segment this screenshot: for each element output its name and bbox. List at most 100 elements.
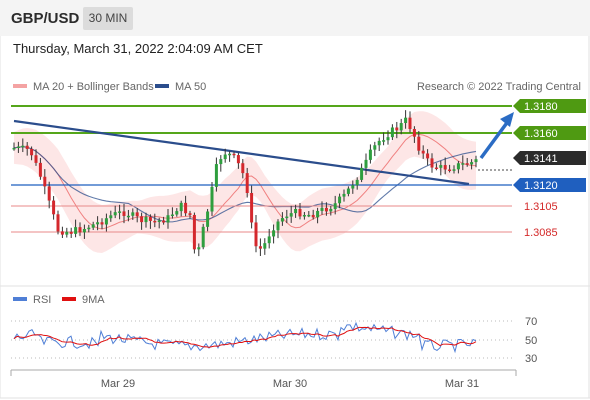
candle-body xyxy=(311,214,315,218)
candle-body xyxy=(368,149,372,160)
candle-body xyxy=(417,136,421,151)
candle-body xyxy=(148,216,152,221)
candle-body xyxy=(386,137,390,141)
candle-body xyxy=(109,215,113,219)
candle-body xyxy=(52,200,56,215)
candle-body xyxy=(87,227,91,230)
bollinger-legend-label: MA 20 + Bollinger Bands xyxy=(33,81,154,93)
rsi-ma-legend-label: 9MA xyxy=(82,294,105,306)
candle-body xyxy=(421,150,425,154)
candle-body xyxy=(448,169,452,172)
candle-body xyxy=(399,123,403,131)
x-axis-label-mar31: Mar 31 xyxy=(445,378,479,390)
candle-body xyxy=(140,216,144,223)
candle-body xyxy=(74,227,78,234)
candle-body xyxy=(373,145,377,150)
forecast-arrow-head xyxy=(500,112,514,127)
candle-body xyxy=(289,213,293,217)
rsi-axis-30: 30 xyxy=(525,353,537,365)
candle-body xyxy=(43,176,47,187)
candle-body xyxy=(232,153,236,156)
candle-body xyxy=(280,218,284,222)
candle-body xyxy=(272,230,276,237)
candle-body xyxy=(294,208,298,214)
bollinger-band-area xyxy=(14,111,476,253)
candle-body xyxy=(434,167,438,170)
bollinger-bands xyxy=(13,111,477,253)
candle-body xyxy=(338,196,342,204)
rsi-line xyxy=(13,321,477,354)
price-tag-support: 1.3120 xyxy=(513,178,586,192)
candle-body xyxy=(126,215,130,218)
ma50-line xyxy=(13,146,477,223)
candle-body xyxy=(113,212,117,216)
candle-body xyxy=(342,193,346,197)
candle-body xyxy=(135,212,139,217)
price-tag-1-label: 1.3180 xyxy=(524,101,558,113)
candle-body xyxy=(245,173,249,193)
candle-body xyxy=(329,208,333,212)
candle-body xyxy=(219,159,223,165)
candle-body xyxy=(175,211,179,215)
candle-body xyxy=(456,163,460,170)
candle-body xyxy=(382,140,386,142)
candle-body xyxy=(470,162,474,165)
candle-body xyxy=(412,128,416,137)
candle-body xyxy=(307,214,311,217)
candle-body xyxy=(263,243,267,249)
candle-body xyxy=(162,220,166,223)
candle-body xyxy=(104,218,108,225)
candle-body xyxy=(316,210,320,218)
candle-body xyxy=(214,164,218,187)
candle-body xyxy=(91,224,95,228)
candle-body xyxy=(210,186,214,212)
candle-body xyxy=(395,127,399,131)
price-tag-target-1-label: 1.3105 xyxy=(524,201,558,213)
candle-body xyxy=(201,226,205,248)
candle-body xyxy=(206,211,210,227)
candle-body xyxy=(122,211,126,216)
candle-body xyxy=(179,202,183,212)
chart-timestamp: Thursday, March 31, 2022 2:04:09 AM CET xyxy=(13,41,263,56)
price-tag-2-label: 1.3160 xyxy=(524,128,558,140)
candle-body xyxy=(465,163,469,165)
candle-body xyxy=(223,154,227,160)
candle-body xyxy=(426,153,430,159)
candle-body xyxy=(355,179,359,186)
candle-body xyxy=(21,145,25,148)
candle-body xyxy=(461,163,465,165)
candle-body xyxy=(404,117,408,124)
x-axis-label-mar29: Mar 29 xyxy=(101,378,135,390)
candle-body xyxy=(184,202,188,214)
candle-body xyxy=(474,159,478,163)
ma50-legend-label: MA 50 xyxy=(175,81,206,93)
trend-line xyxy=(13,119,470,186)
candle-body xyxy=(25,145,29,149)
candle-body xyxy=(250,192,254,223)
price-tag-1: 1.3180 xyxy=(513,99,586,113)
candle-body xyxy=(276,221,280,231)
candle-body xyxy=(443,165,447,170)
candlesticks xyxy=(12,110,478,257)
candle-body xyxy=(60,231,64,235)
rsi-legend-label: RSI xyxy=(33,294,51,306)
price-tag-target-2-label: 1.3085 xyxy=(524,227,558,239)
candle-body xyxy=(56,214,60,232)
candle-body xyxy=(346,188,350,194)
candle-body xyxy=(360,167,364,180)
candle-body xyxy=(144,216,148,223)
candle-body xyxy=(364,159,368,168)
rsi-ma-legend-swatch xyxy=(62,297,76,301)
candle-body xyxy=(390,127,394,138)
candle-body xyxy=(78,227,82,233)
ma20-line xyxy=(13,133,477,230)
candle-body xyxy=(333,203,337,209)
candle-body xyxy=(302,215,306,217)
price-tag-current: 1.3141 xyxy=(513,151,586,165)
candle-body xyxy=(351,185,355,189)
timeframe-badge[interactable]: 30 MIN xyxy=(83,7,133,30)
candle-body xyxy=(320,207,324,211)
candle-body xyxy=(452,169,456,171)
price-tag-2: 1.3160 xyxy=(513,126,586,140)
